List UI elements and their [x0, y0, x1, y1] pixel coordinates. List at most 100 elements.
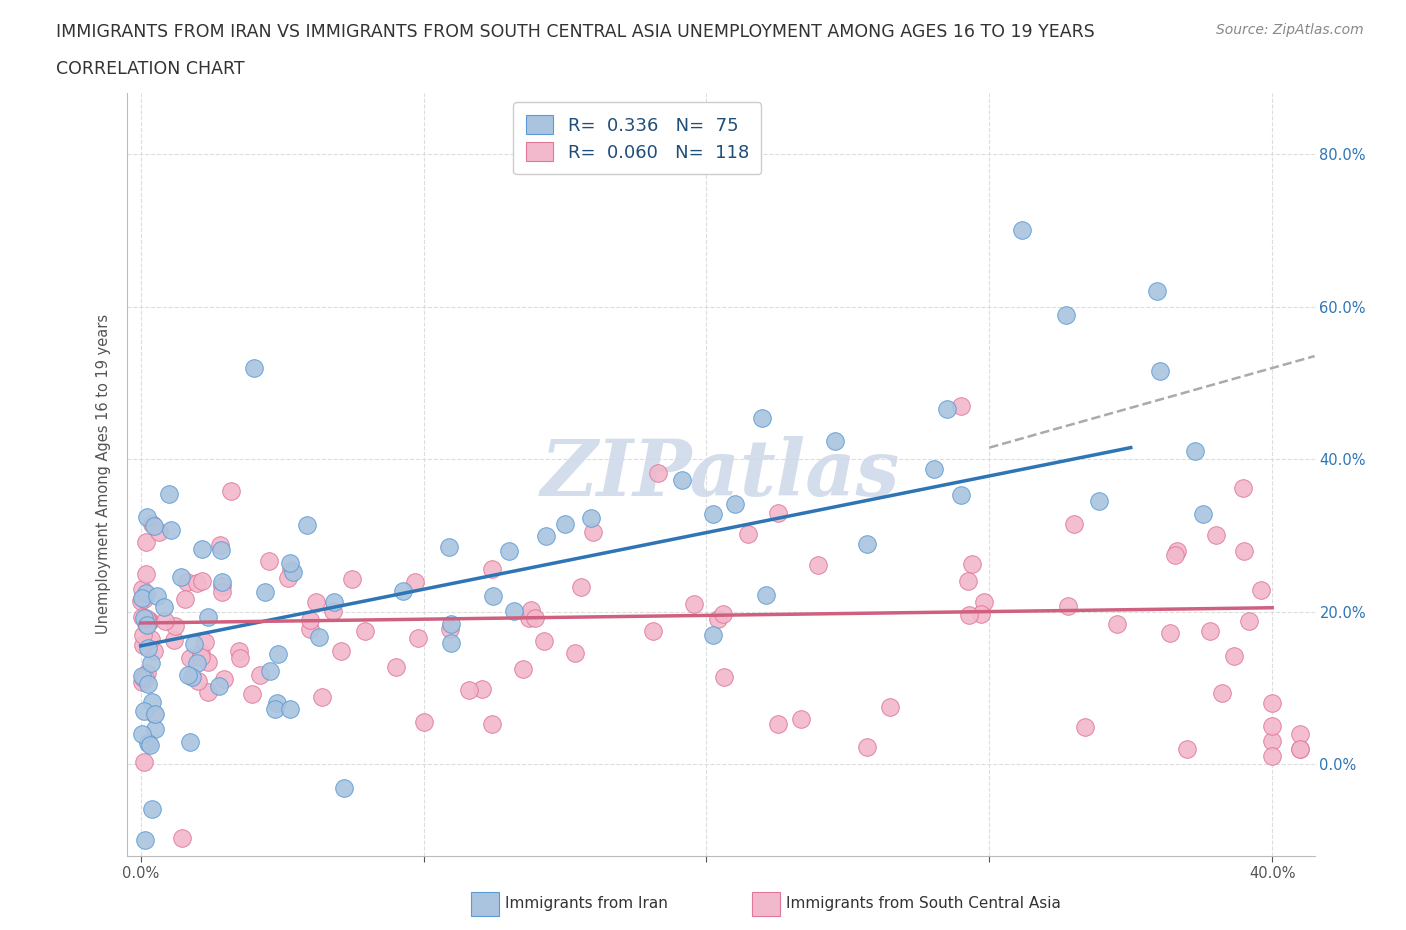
Point	[856, 739, 879, 754]
Point	[564, 645, 586, 660]
Point	[186, 656, 208, 671]
Point	[253, 585, 276, 600]
Point	[1232, 481, 1254, 496]
Point	[139, 613, 162, 628]
Text: Source: ZipAtlas.com: Source: ZipAtlas.com	[1216, 23, 1364, 37]
Point	[1175, 741, 1198, 756]
Point	[1073, 719, 1095, 734]
Point	[131, 669, 153, 684]
Point	[957, 574, 980, 589]
Point	[132, 754, 155, 769]
Point	[179, 650, 201, 665]
Point	[457, 683, 479, 698]
Point	[298, 613, 321, 628]
Point	[711, 606, 734, 621]
Point	[136, 615, 159, 630]
Point	[197, 655, 219, 670]
Point	[533, 633, 555, 648]
Point	[211, 584, 233, 599]
Point	[439, 621, 461, 636]
Point	[142, 707, 165, 722]
Point	[439, 636, 461, 651]
Point	[1233, 543, 1256, 558]
Point	[173, 591, 195, 606]
Point	[536, 528, 558, 543]
Point	[177, 668, 200, 683]
Point	[502, 604, 524, 618]
Point	[191, 541, 214, 556]
Point	[481, 717, 503, 732]
Point	[1289, 741, 1312, 756]
Point	[702, 507, 724, 522]
Point	[1211, 686, 1233, 701]
Point	[1107, 617, 1129, 631]
Point	[135, 610, 157, 625]
Point	[1315, 555, 1337, 570]
Point	[1261, 749, 1284, 764]
Point	[170, 570, 193, 585]
Point	[970, 606, 993, 621]
Point	[266, 696, 288, 711]
Point	[481, 562, 503, 577]
Point	[132, 671, 155, 685]
Point	[280, 563, 302, 578]
Point	[755, 588, 778, 603]
Point	[132, 637, 155, 652]
Point	[143, 722, 166, 737]
Point	[1205, 528, 1227, 543]
Point	[141, 802, 163, 817]
Point	[304, 594, 326, 609]
Point	[278, 555, 301, 570]
Point	[582, 525, 605, 539]
Point	[135, 566, 157, 581]
Point	[1239, 614, 1261, 629]
Point	[209, 543, 232, 558]
Point	[209, 538, 232, 552]
Point	[186, 576, 208, 591]
Point	[267, 646, 290, 661]
Point	[683, 597, 706, 612]
Point	[1289, 741, 1312, 756]
Point	[141, 695, 163, 710]
Point	[950, 398, 973, 413]
Point	[160, 523, 183, 538]
Point	[935, 401, 957, 416]
Point	[498, 543, 520, 558]
Point	[960, 557, 983, 572]
Point	[277, 571, 299, 586]
Point	[413, 714, 436, 729]
Legend: R=  0.336   N=  75, R=  0.060   N=  118: R= 0.336 N= 75, R= 0.060 N= 118	[513, 102, 762, 174]
Point	[148, 525, 170, 539]
Point	[807, 558, 830, 573]
Point	[768, 716, 790, 731]
Point	[131, 726, 153, 741]
Point	[131, 581, 153, 596]
Point	[163, 633, 186, 648]
Point	[406, 631, 429, 645]
Point	[1159, 626, 1181, 641]
Point	[157, 486, 180, 501]
Point	[330, 644, 353, 658]
Point	[391, 583, 413, 598]
Point	[323, 595, 346, 610]
Point	[308, 630, 330, 644]
Point	[1011, 223, 1033, 238]
Point	[523, 611, 546, 626]
Point	[240, 687, 263, 702]
Point	[1191, 507, 1213, 522]
Point	[194, 634, 217, 649]
Point	[212, 672, 235, 687]
Point	[249, 668, 271, 683]
Point	[1164, 548, 1187, 563]
Point	[197, 684, 219, 699]
Point	[512, 662, 534, 677]
Point	[135, 510, 157, 525]
Point	[517, 611, 540, 626]
Point	[141, 517, 163, 532]
Point	[311, 689, 333, 704]
Point	[136, 640, 159, 655]
Point	[139, 656, 162, 671]
Point	[1261, 734, 1284, 749]
Point	[136, 612, 159, 627]
Point	[165, 618, 187, 633]
